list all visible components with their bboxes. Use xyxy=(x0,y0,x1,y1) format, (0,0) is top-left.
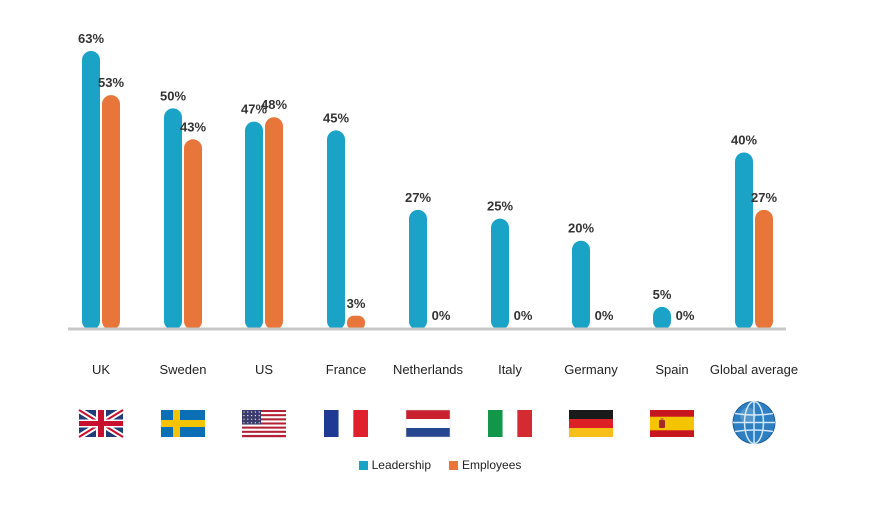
value-label-employees-us: 48% xyxy=(261,97,287,112)
value-label-employees-sweden: 43% xyxy=(180,119,206,134)
germany-flag xyxy=(569,410,613,437)
bar-leadership-italy xyxy=(491,218,509,330)
italy-flag xyxy=(488,410,532,437)
legend-item-employees: Employees xyxy=(449,458,521,472)
value-label-employees-germany: 0% xyxy=(595,308,614,323)
category-label-netherlands: Netherlands xyxy=(393,362,464,377)
legend: Leadership Employees xyxy=(0,458,880,472)
value-label-leadership-spain: 5% xyxy=(653,287,672,302)
bar-leadership-sweden xyxy=(164,108,182,330)
labels-layer: 63% 53% UK 50% 43% Sweden 47%48% US 45% 3% France 2… xyxy=(78,31,798,377)
bar-employees-uk xyxy=(102,95,120,330)
value-label-leadership-germany: 20% xyxy=(568,221,594,236)
value-label-employees-netherlands: 0% xyxy=(432,308,451,323)
value-label-leadership-netherlands: 27% xyxy=(405,190,431,205)
value-label-leadership-global-average: 40% xyxy=(731,132,757,147)
bar-leadership-germany xyxy=(572,240,590,330)
category-label-spain: Spain xyxy=(655,362,688,377)
category-label-us: US xyxy=(255,362,273,377)
legend-label-leadership: Leadership xyxy=(371,458,431,472)
bar-leadership-global-average xyxy=(735,152,753,330)
legend-swatch-employees xyxy=(449,460,458,470)
value-label-leadership-uk: 63% xyxy=(78,31,104,46)
value-label-employees-france: 3% xyxy=(347,296,366,311)
value-label-employees-global-average: 27% xyxy=(751,190,777,205)
globe-icon xyxy=(732,400,776,445)
value-label-employees-uk: 53% xyxy=(98,75,124,90)
sweden-flag xyxy=(161,410,205,437)
value-label-employees-italy: 0% xyxy=(514,308,533,323)
uk-flag xyxy=(77,407,125,440)
bar-leadership-uk xyxy=(82,51,100,330)
value-label-employees-spain: 0% xyxy=(676,308,695,323)
france-flag xyxy=(324,410,368,437)
netherlands-flag xyxy=(405,409,451,438)
legend-label-employees: Employees xyxy=(462,458,522,472)
category-label-global-average: Global average xyxy=(710,362,798,377)
spain-flag xyxy=(650,410,694,437)
category-label-sweden: Sweden xyxy=(160,362,207,377)
bar-employees-sweden xyxy=(184,139,202,330)
value-label-leadership-sweden: 50% xyxy=(160,88,186,103)
legend-item-leadership: Leadership xyxy=(358,458,431,472)
value-label-leadership-us: 47% xyxy=(241,102,267,117)
bars-layer xyxy=(82,51,773,330)
flags-layer xyxy=(77,400,776,445)
category-label-uk: UK xyxy=(92,362,110,377)
bar-employees-global-average xyxy=(755,209,773,330)
category-label-germany: Germany xyxy=(564,362,618,377)
bar-employees-france xyxy=(347,315,365,330)
value-label-leadership-france: 45% xyxy=(323,110,349,125)
legend-swatch-leadership xyxy=(358,460,368,470)
us-flag xyxy=(242,410,286,438)
bar-employees-us xyxy=(265,117,283,330)
bar-leadership-france xyxy=(327,130,345,330)
category-label-italy: Italy xyxy=(498,362,522,377)
bar-leadership-spain xyxy=(653,306,671,330)
bar-leadership-netherlands xyxy=(409,209,427,330)
bar-leadership-us xyxy=(245,121,263,330)
category-label-france: France xyxy=(326,362,366,377)
value-label-leadership-italy: 25% xyxy=(487,199,513,214)
